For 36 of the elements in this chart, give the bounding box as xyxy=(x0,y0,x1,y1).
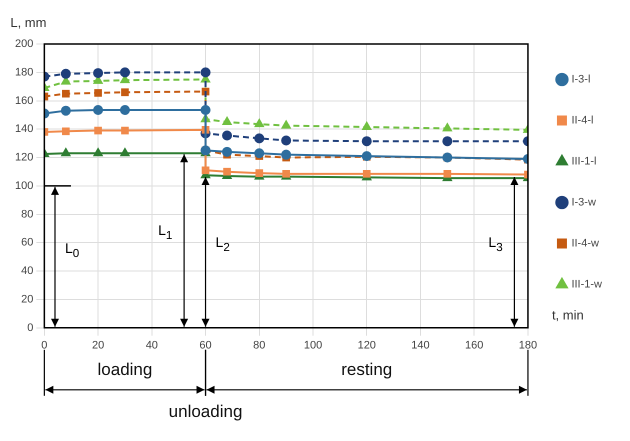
y-tick-label: 160 xyxy=(14,94,34,107)
x-tick-label: 100 xyxy=(304,339,322,352)
annotation: L$_{0}$ xyxy=(64,240,80,260)
legend-label: II-4-w xyxy=(571,238,599,250)
y-tick-label: 180 xyxy=(14,66,34,78)
annotation: L$_{2}$ xyxy=(216,234,230,254)
y-tick-label: 140 xyxy=(14,123,34,136)
x-tick-label: 180 xyxy=(518,339,538,352)
x-tick-label: 120 xyxy=(358,339,376,352)
legend-label: II-4-l xyxy=(571,114,594,127)
text: unloading xyxy=(168,402,244,422)
legend-label: III-1-w xyxy=(571,278,602,291)
x-axis-title: t, min xyxy=(552,307,584,322)
text: loading xyxy=(96,360,154,380)
x-tick-label: 40 xyxy=(146,339,158,352)
y-tick-label: 200 xyxy=(14,38,34,50)
x-tick-label: 0 xyxy=(41,339,48,352)
x-tick-label: 80 xyxy=(253,339,266,352)
y-tick-label: 120 xyxy=(14,152,34,164)
y-tick-label: 60 xyxy=(21,236,34,249)
y-tick-label: 0 xyxy=(27,322,34,334)
y-tick-label: 40 xyxy=(21,265,34,278)
text: resting xyxy=(340,360,394,380)
x-tick-label: 140 xyxy=(411,339,430,352)
annotation: L$_{1}$ xyxy=(158,222,172,242)
legend-label: III-1-l xyxy=(571,156,597,168)
y-tick-label: 20 xyxy=(21,293,34,306)
legend-label: I-3-l xyxy=(571,74,590,86)
x-tick-label: 60 xyxy=(199,339,212,352)
y-tick-label: 100 xyxy=(14,180,34,192)
y-axis-title: L, mm xyxy=(10,15,46,30)
legend-label: I-3-w xyxy=(571,196,596,209)
x-tick-label: 20 xyxy=(92,339,104,352)
annotation: L$_{3}$ xyxy=(488,234,503,254)
x-tick-label: 160 xyxy=(465,339,484,352)
y-tick-label: 80 xyxy=(21,208,34,220)
